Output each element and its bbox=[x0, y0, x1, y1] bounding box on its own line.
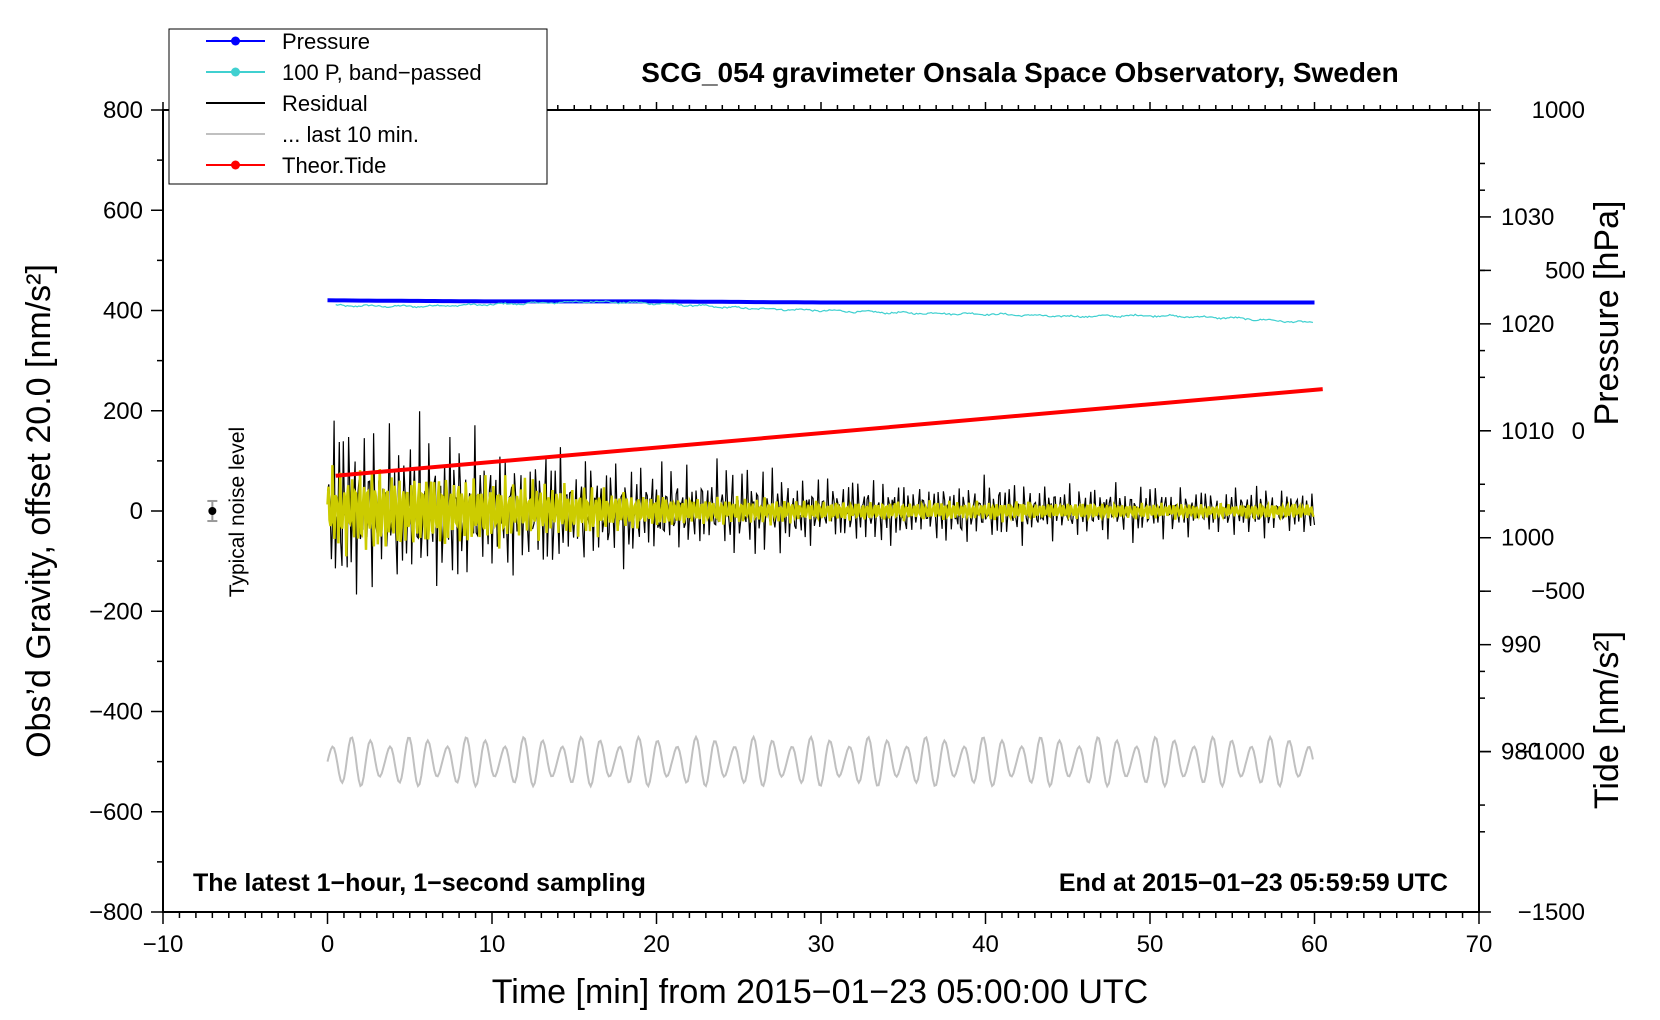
x-axis-title: Time [min] from 2015−01−23 05:00:00 UTC bbox=[492, 973, 1148, 1011]
x-tick-label: 0 bbox=[321, 931, 334, 958]
x-tick-label: 10 bbox=[479, 931, 506, 958]
y-tick-label: −400 bbox=[89, 699, 143, 726]
tide-tick-label: 0 bbox=[1572, 418, 1585, 445]
x-tick-label: 50 bbox=[1137, 931, 1164, 958]
tide-tick-label: −1500 bbox=[1518, 899, 1585, 926]
tide-tick-label: 500 bbox=[1545, 257, 1585, 284]
y-tick-label: 600 bbox=[103, 197, 143, 224]
x-axis: −10 0 10 20 30 40 50 60 70 bbox=[143, 102, 1493, 958]
y-tick-label: −800 bbox=[89, 899, 143, 926]
pressure-tick-label: 1020 bbox=[1501, 311, 1554, 338]
tide-axis-title: Tide [nm/s²] bbox=[1588, 631, 1626, 809]
pressure-tick-label: 1030 bbox=[1501, 204, 1554, 231]
x-tick-label: 20 bbox=[643, 931, 670, 958]
sampling-annotation: The latest 1−hour, 1−second sampling bbox=[193, 869, 646, 897]
pressure-tick-label: 1000 bbox=[1501, 525, 1554, 552]
pressure-tick-label: 1010 bbox=[1501, 418, 1554, 445]
y-tick-label: −200 bbox=[89, 598, 143, 625]
legend-marker bbox=[231, 67, 240, 77]
x-tick-label: 40 bbox=[972, 931, 999, 958]
noise-level-point bbox=[208, 507, 217, 515]
pressure-tick-label: 980 bbox=[1501, 739, 1541, 766]
legend-label: Theor.Tide bbox=[282, 153, 386, 178]
chart-title: SCG_054 gravimeter Onsala Space Observat… bbox=[641, 57, 1398, 88]
y-tick-label: 400 bbox=[103, 298, 143, 325]
x-tick-label: 30 bbox=[808, 931, 835, 958]
last-10-min-line bbox=[326, 734, 1314, 789]
noise-level-marker bbox=[207, 499, 218, 523]
pressure-series-line bbox=[327, 298, 1315, 305]
band-passed-pressure-line bbox=[335, 300, 1314, 324]
legend-label: ... last 10 min. bbox=[282, 122, 419, 147]
y-tick-label: 0 bbox=[130, 498, 143, 525]
legend: Pressure 100 P, band−passed Residual ... la… bbox=[168, 28, 548, 185]
tide-tick-label: −500 bbox=[1531, 578, 1585, 605]
end-time-annotation: End at 2015−01−23 05:59:59 UTC bbox=[1059, 869, 1448, 897]
y-axis-left-title: Obs’d Gravity, offset 20.0 [nm/s²] bbox=[20, 264, 58, 758]
y-tick-label: −600 bbox=[89, 799, 143, 826]
x-tick-label: 60 bbox=[1301, 931, 1328, 958]
y-tick-label: 800 bbox=[103, 97, 143, 124]
y-axis-pressure: 1030 1020 1010 1000 990 980 bbox=[1479, 162, 1554, 806]
noise-level-label: Typical noise level bbox=[226, 427, 249, 597]
y-axis-left: 800 600 400 200 0 −200 −400 −600 −800 bbox=[89, 97, 163, 926]
theoretical-tide-line bbox=[335, 387, 1323, 478]
tide-tick-label: −1000 bbox=[1518, 739, 1585, 766]
tide-tick-label: 1000 bbox=[1532, 97, 1585, 124]
band-passed-residual-line bbox=[326, 465, 1315, 557]
plot-lines bbox=[326, 298, 1323, 789]
pressure-axis-title: Pressure [hPa] bbox=[1588, 201, 1626, 426]
legend-marker bbox=[231, 160, 240, 170]
legend-label: Residual bbox=[282, 91, 368, 116]
pressure-tick-label: 990 bbox=[1501, 632, 1541, 659]
x-tick-label: 70 bbox=[1466, 931, 1493, 958]
y-axis-tide: 1000 500 0 −500 −1000 −1500 bbox=[1479, 97, 1585, 926]
legend-label: 100 P, band−passed bbox=[282, 60, 482, 85]
legend-box bbox=[168, 28, 548, 185]
y-tick-label: 200 bbox=[103, 398, 143, 425]
legend-label: Pressure bbox=[282, 29, 370, 54]
x-tick-label: −10 bbox=[143, 931, 184, 958]
legend-marker bbox=[231, 36, 240, 46]
